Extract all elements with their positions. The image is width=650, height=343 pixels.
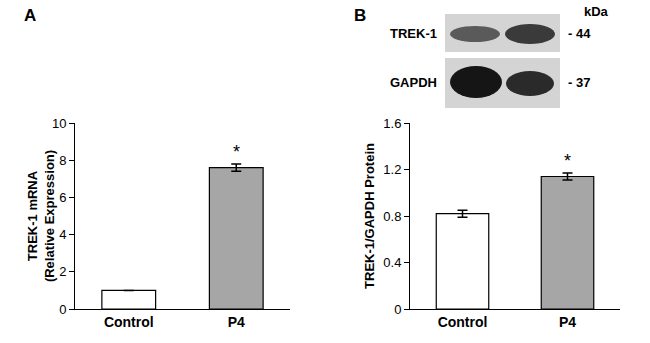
svg-text:0.4: 0.4 [383,255,401,270]
svg-text:- 37: - 37 [568,75,590,90]
svg-text:1.2: 1.2 [383,162,401,177]
svg-text:4: 4 [59,227,66,242]
svg-text:B: B [354,6,366,25]
svg-text:GAPDH: GAPDH [390,75,437,90]
svg-text:TREK-1 mRNA(Relative Expressio: TREK-1 mRNA(Relative Expression) [25,150,57,282]
svg-text:0.8: 0.8 [383,209,401,224]
svg-text:8: 8 [59,153,66,168]
svg-text:P4: P4 [228,314,245,330]
svg-text:P4: P4 [559,314,576,330]
svg-text:TREK-1/GAPDH Protein: TREK-1/GAPDH Protein [362,143,377,289]
svg-text:10: 10 [52,116,66,131]
svg-text:*: * [564,151,571,171]
svg-text:- 44: - 44 [568,26,591,41]
svg-text:TREK-1: TREK-1 [390,26,437,41]
svg-text:*: * [233,142,240,162]
svg-text:kDa: kDa [584,4,609,19]
svg-text:2: 2 [59,264,66,279]
svg-text:A: A [24,6,36,25]
svg-text:Control: Control [438,314,488,330]
svg-text:Control: Control [104,314,154,330]
svg-text:0: 0 [59,302,66,317]
svg-text:6: 6 [59,190,66,205]
svg-text:1.6: 1.6 [383,116,401,131]
svg-text:0: 0 [394,302,401,317]
